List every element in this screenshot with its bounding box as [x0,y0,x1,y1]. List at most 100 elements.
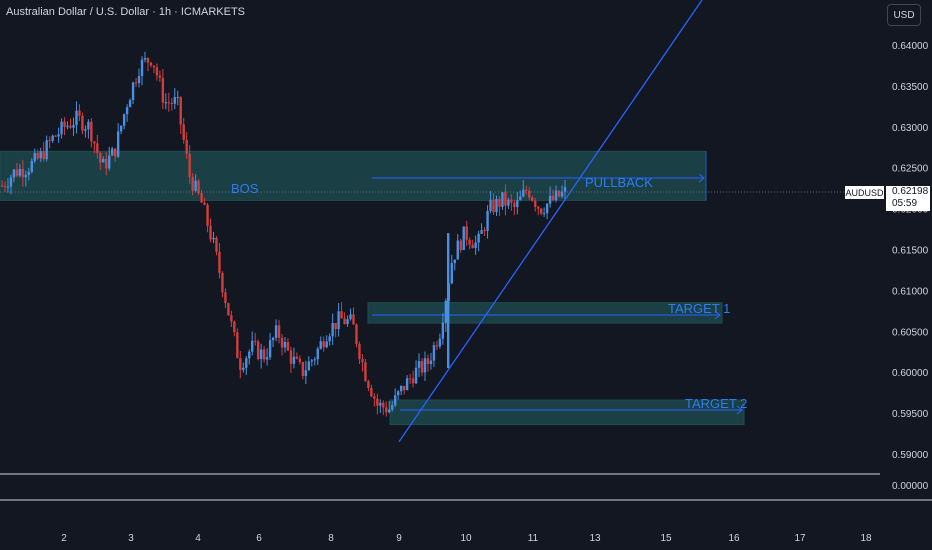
candle-body [420,361,424,373]
price-tick-label: 0.63000 [892,123,929,134]
candle-body [334,322,337,330]
candle-body [474,242,477,249]
candle-body [48,140,51,142]
candle-body [60,121,63,135]
current-price-value: 0.62198 [892,186,929,197]
candle-body [426,358,430,365]
candle-body [441,322,445,339]
candle-body [370,387,373,397]
candle-body [337,311,340,330]
candle-body [429,360,433,365]
candle-body [128,100,132,108]
candle-body [36,152,39,159]
candle-body [54,135,57,137]
candle-body [280,337,284,348]
candle-body [364,362,367,382]
candle-body [534,200,537,207]
candle-body [373,396,376,399]
candle-body [155,67,159,76]
candle-body [385,407,388,413]
candle-body [21,168,25,178]
candle-body [116,131,120,157]
candle-body [462,226,465,250]
price-tick-label: 0.59500 [892,409,929,420]
candle-body [188,153,191,177]
candle-body [414,367,418,384]
target2-label: TARGET 2 [685,396,747,411]
candle-body [167,102,171,104]
candle-body [501,192,504,207]
candle-body [554,190,558,201]
candle-body [268,340,272,358]
candle-body [304,370,308,377]
candle-body [239,358,242,370]
candle-body [108,155,111,169]
current-price-label: 0.62198 05:59 [886,186,930,211]
candle-body [486,210,489,232]
candle-body [206,204,209,226]
candle-body [137,76,141,84]
candle-body [24,174,28,178]
candle-body [361,359,364,363]
candle-body [289,350,293,364]
zone-arrow-head [736,405,743,415]
bar-countdown: 05:59 [892,198,918,209]
candle-body [453,259,456,264]
candle-body [81,115,84,131]
zones-layer [0,150,745,426]
candle-body [539,208,543,214]
symbol-title: Australian Dollar / U.S. Dollar · 1h · I… [6,6,246,18]
zone-box [389,399,745,426]
candle-body [72,125,75,128]
candle-body [504,192,507,206]
candle-body [352,314,355,325]
candle-body [245,358,248,368]
candle-body [90,121,93,142]
candle-body [444,300,448,323]
candle-body [489,199,492,211]
zone-box [367,302,723,324]
candle-body [319,341,322,349]
time-tick-label: 15 [660,533,672,544]
candle-body [557,190,561,197]
candle-body [63,121,66,127]
time-tick-label: 9 [396,533,402,544]
time-tick-label: 17 [794,533,806,544]
candle-body [301,362,305,377]
candle-body [45,140,48,160]
candle-body [405,378,409,391]
candle-body [143,58,147,60]
price-tick-label: 0.59000 [892,450,929,461]
drawings-layer[interactable]: BOS PULLBACK TARGET 1 TARGET 2 [231,0,747,443]
candle-body [417,361,421,368]
candle-body [254,340,257,342]
candle-body [483,230,486,232]
candle-body [536,206,540,209]
price-tick-label: 0.60000 [892,368,929,379]
candle-body [295,356,299,359]
candle-body [402,385,406,391]
candle-body [161,77,165,103]
candle-body [459,240,462,250]
candle-body [525,189,528,191]
candle-body [399,385,403,392]
time-tick-label: 4 [195,533,201,544]
candle-body [277,325,281,338]
candle-body [551,195,555,201]
candle-body [495,198,498,213]
candle-body [251,340,254,352]
currency-button[interactable]: USD [887,4,921,26]
candle-body [194,180,197,191]
candle-body [271,337,275,341]
candle-body [513,202,516,208]
candle-body [563,187,567,192]
candle-body [66,125,69,127]
candle-body [93,141,96,144]
candle-body [286,342,290,351]
candle-body [560,191,564,197]
time-axis[interactable]: 2 3 4 6 8 9 10 11 13 15 16 17 18 [61,533,872,544]
candle-body [340,311,343,319]
candle-body [170,103,173,105]
